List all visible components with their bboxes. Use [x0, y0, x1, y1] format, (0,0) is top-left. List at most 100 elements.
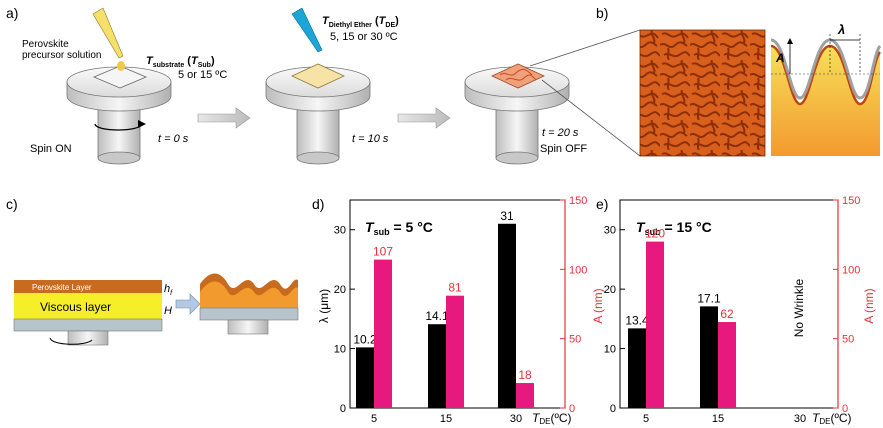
chart-d-xlabel: TDE(ºC) — [532, 411, 572, 426]
bar-wavelength-label: 14.1 — [425, 309, 449, 323]
right-tick-label: 0 — [842, 403, 848, 415]
bar-amplitude-label: 62 — [720, 307, 734, 321]
viscous-layer — [14, 293, 162, 319]
wrinkled-substrate — [491, 63, 545, 89]
time-0-label: t = 0 s — [158, 133, 189, 145]
bar-wavelength-label: 10.2 — [353, 332, 377, 346]
chart-e-annotation: Tsub = 15 °C — [636, 219, 712, 237]
wrinkle-line — [505, 74, 537, 81]
right-tick-label: 100 — [842, 264, 860, 276]
chuck-stub — [67, 330, 109, 346]
zoom-line-top — [529, 29, 641, 67]
spindle-base — [495, 151, 539, 165]
bar-amplitude — [646, 241, 664, 408]
tsub-label: Tsubstrate (TSub) — [146, 55, 215, 69]
chart-d-ylabel-left: λ (μm) — [317, 289, 331, 323]
perovskite-layer-label: Perovskite Layer — [32, 283, 92, 292]
sub-temps-label: 5 or 15 ºC — [178, 69, 227, 81]
droplet-icon — [117, 61, 125, 71]
wrinkle-micrograph — [639, 29, 766, 157]
left-tick-label: 10 — [604, 344, 616, 356]
de-temps-label: 5, 15 or 30 ºC — [330, 31, 398, 43]
bar-wavelength-label: 17.1 — [697, 291, 721, 305]
ether-pipette-icon — [291, 7, 323, 53]
panel-b: b) A λ — [596, 5, 882, 157]
left-tick-label: 30 — [604, 225, 616, 237]
bar-amplitude-label: 18 — [518, 368, 532, 382]
chuck-stub-2 — [227, 319, 269, 335]
left-tick-label: 10 — [334, 344, 346, 356]
amplitude-arrowhead-icon — [787, 38, 793, 44]
wrinkle-line — [499, 68, 533, 76]
transition-arrow-icon — [175, 293, 201, 315]
right-tick-label: 50 — [842, 334, 854, 346]
zoom-line-bottom — [541, 79, 641, 157]
spin-coater-stage-1 — [66, 7, 172, 165]
panel-c-label: c) — [6, 196, 18, 212]
spin-coater-stage-3 — [464, 63, 570, 165]
bar-wavelength-label: 13.4 — [625, 313, 649, 327]
chart-e: e) Tsub = 15 °C A (nm) No Wrinkle TDE(ºC… — [596, 195, 876, 426]
right-tick-label: 150 — [842, 195, 860, 207]
tde-label: TDiethyl Ether (TDE) — [322, 15, 399, 29]
coated-substrate — [291, 63, 345, 89]
pipette-icon — [92, 7, 124, 59]
hf-label: hf — [164, 283, 173, 297]
chart-d-annotation: Tsub = 5 °C — [365, 219, 433, 237]
rotation-arrow-c-icon — [49, 337, 93, 345]
panel-a-label: a) — [6, 5, 18, 21]
panel-d-label: d) — [312, 196, 324, 212]
chart-d: d) Tsub = 5 °C λ (μm) A (nm) TDE(ºC) 0 10… — [312, 195, 605, 426]
chart-e-ylabel-right: A (nm) — [862, 288, 876, 323]
H-label: H — [164, 305, 172, 317]
bar-wavelength — [356, 347, 374, 408]
bar-wavelength — [628, 328, 646, 408]
chart-e-no-wrinkle: No Wrinkle — [792, 278, 806, 337]
process-arrow-1-icon — [197, 107, 251, 129]
bar-wavelength — [498, 223, 516, 408]
precursor-label-2: precursor solution — [22, 50, 101, 61]
spin-off-label: Spin OFF — [540, 143, 587, 155]
right-tick-label: 100 — [569, 264, 587, 276]
viscous-layer-label: Viscous layer — [40, 300, 111, 314]
process-arrow-2-icon — [397, 107, 451, 129]
substrate — [92, 65, 148, 89]
chart-d-ylabel-right: A (nm) — [591, 288, 605, 323]
right-tick-label: 150 — [569, 195, 587, 207]
left-tick-label: 0 — [340, 403, 346, 415]
x-tick-label: 30 — [510, 413, 522, 425]
left-tick-label: 20 — [604, 284, 616, 296]
bar-wavelength — [428, 324, 446, 408]
right-tick-label: 50 — [569, 334, 581, 346]
substrate-slab — [13, 318, 163, 332]
x-tick-label: 15 — [712, 413, 724, 425]
wrinkle-profile-shadow — [770, 38, 882, 100]
amplitude-label: A — [775, 51, 785, 65]
x-tick-label: 5 — [643, 413, 649, 425]
time-20-label: t = 20 s — [542, 127, 579, 139]
x-tick-label: 15 — [440, 413, 452, 425]
wrinkle-profile — [771, 46, 880, 156]
rotation-arrowhead-icon — [138, 120, 146, 128]
x-tick-label: 5 — [371, 413, 377, 425]
bar-amplitude — [718, 322, 736, 408]
bar-amplitude-label: 120 — [645, 227, 665, 241]
x-tick-label: 30 — [794, 413, 806, 425]
spin-coater-stage-2 — [265, 7, 371, 165]
bar-amplitude — [516, 383, 534, 408]
left-tick-label: 20 — [334, 284, 346, 296]
panel-e-label: e) — [596, 196, 608, 212]
substrate-slab-2 — [199, 307, 299, 321]
bar-amplitude-label: 81 — [448, 281, 462, 295]
bar-amplitude — [446, 295, 464, 408]
panel-c: c) Perovskite Layer Viscous layer hf H — [6, 196, 299, 346]
perovskite-layer — [14, 280, 162, 293]
panel-b-label: b) — [596, 5, 608, 21]
time-10-label: t = 10 s — [352, 133, 389, 145]
chart-e-xlabel: TDE(ºC) — [812, 411, 852, 426]
left-tick-label: 30 — [334, 225, 346, 237]
precursor-label-1: Perovskite — [22, 39, 69, 50]
spindle-base — [296, 151, 340, 165]
spin-on-label: Spin ON — [30, 143, 72, 155]
